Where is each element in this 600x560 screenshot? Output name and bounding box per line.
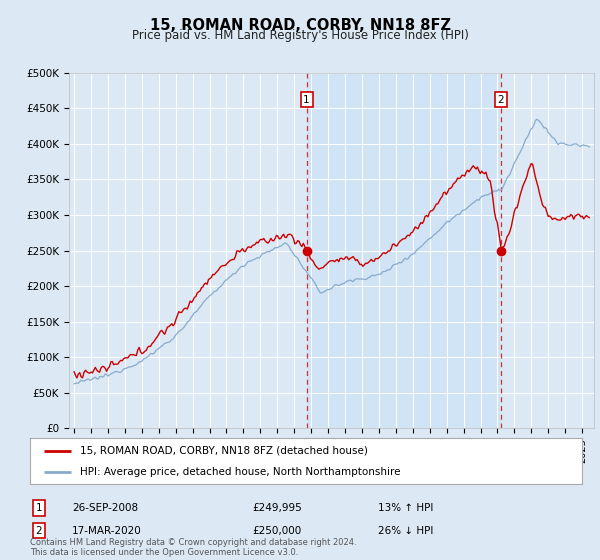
Text: 15, ROMAN ROAD, CORBY, NN18 8FZ (detached house): 15, ROMAN ROAD, CORBY, NN18 8FZ (detache… bbox=[80, 446, 368, 456]
Text: Contains HM Land Registry data © Crown copyright and database right 2024.
This d: Contains HM Land Registry data © Crown c… bbox=[30, 538, 356, 557]
Text: 1: 1 bbox=[35, 503, 43, 513]
Text: Price paid vs. HM Land Registry's House Price Index (HPI): Price paid vs. HM Land Registry's House … bbox=[131, 29, 469, 42]
Text: 26-SEP-2008: 26-SEP-2008 bbox=[72, 503, 138, 513]
Text: £249,995: £249,995 bbox=[252, 503, 302, 513]
Text: 17-MAR-2020: 17-MAR-2020 bbox=[72, 526, 142, 536]
Bar bbox=[307, 73, 501, 428]
Text: 2: 2 bbox=[35, 526, 43, 536]
Text: 1: 1 bbox=[303, 95, 310, 105]
Text: 26% ↓ HPI: 26% ↓ HPI bbox=[378, 526, 433, 536]
Text: HPI: Average price, detached house, North Northamptonshire: HPI: Average price, detached house, Nort… bbox=[80, 467, 400, 477]
Text: 15, ROMAN ROAD, CORBY, NN18 8FZ: 15, ROMAN ROAD, CORBY, NN18 8FZ bbox=[149, 18, 451, 33]
Text: 13% ↑ HPI: 13% ↑ HPI bbox=[378, 503, 433, 513]
Text: 2: 2 bbox=[498, 95, 505, 105]
Text: £250,000: £250,000 bbox=[252, 526, 301, 536]
